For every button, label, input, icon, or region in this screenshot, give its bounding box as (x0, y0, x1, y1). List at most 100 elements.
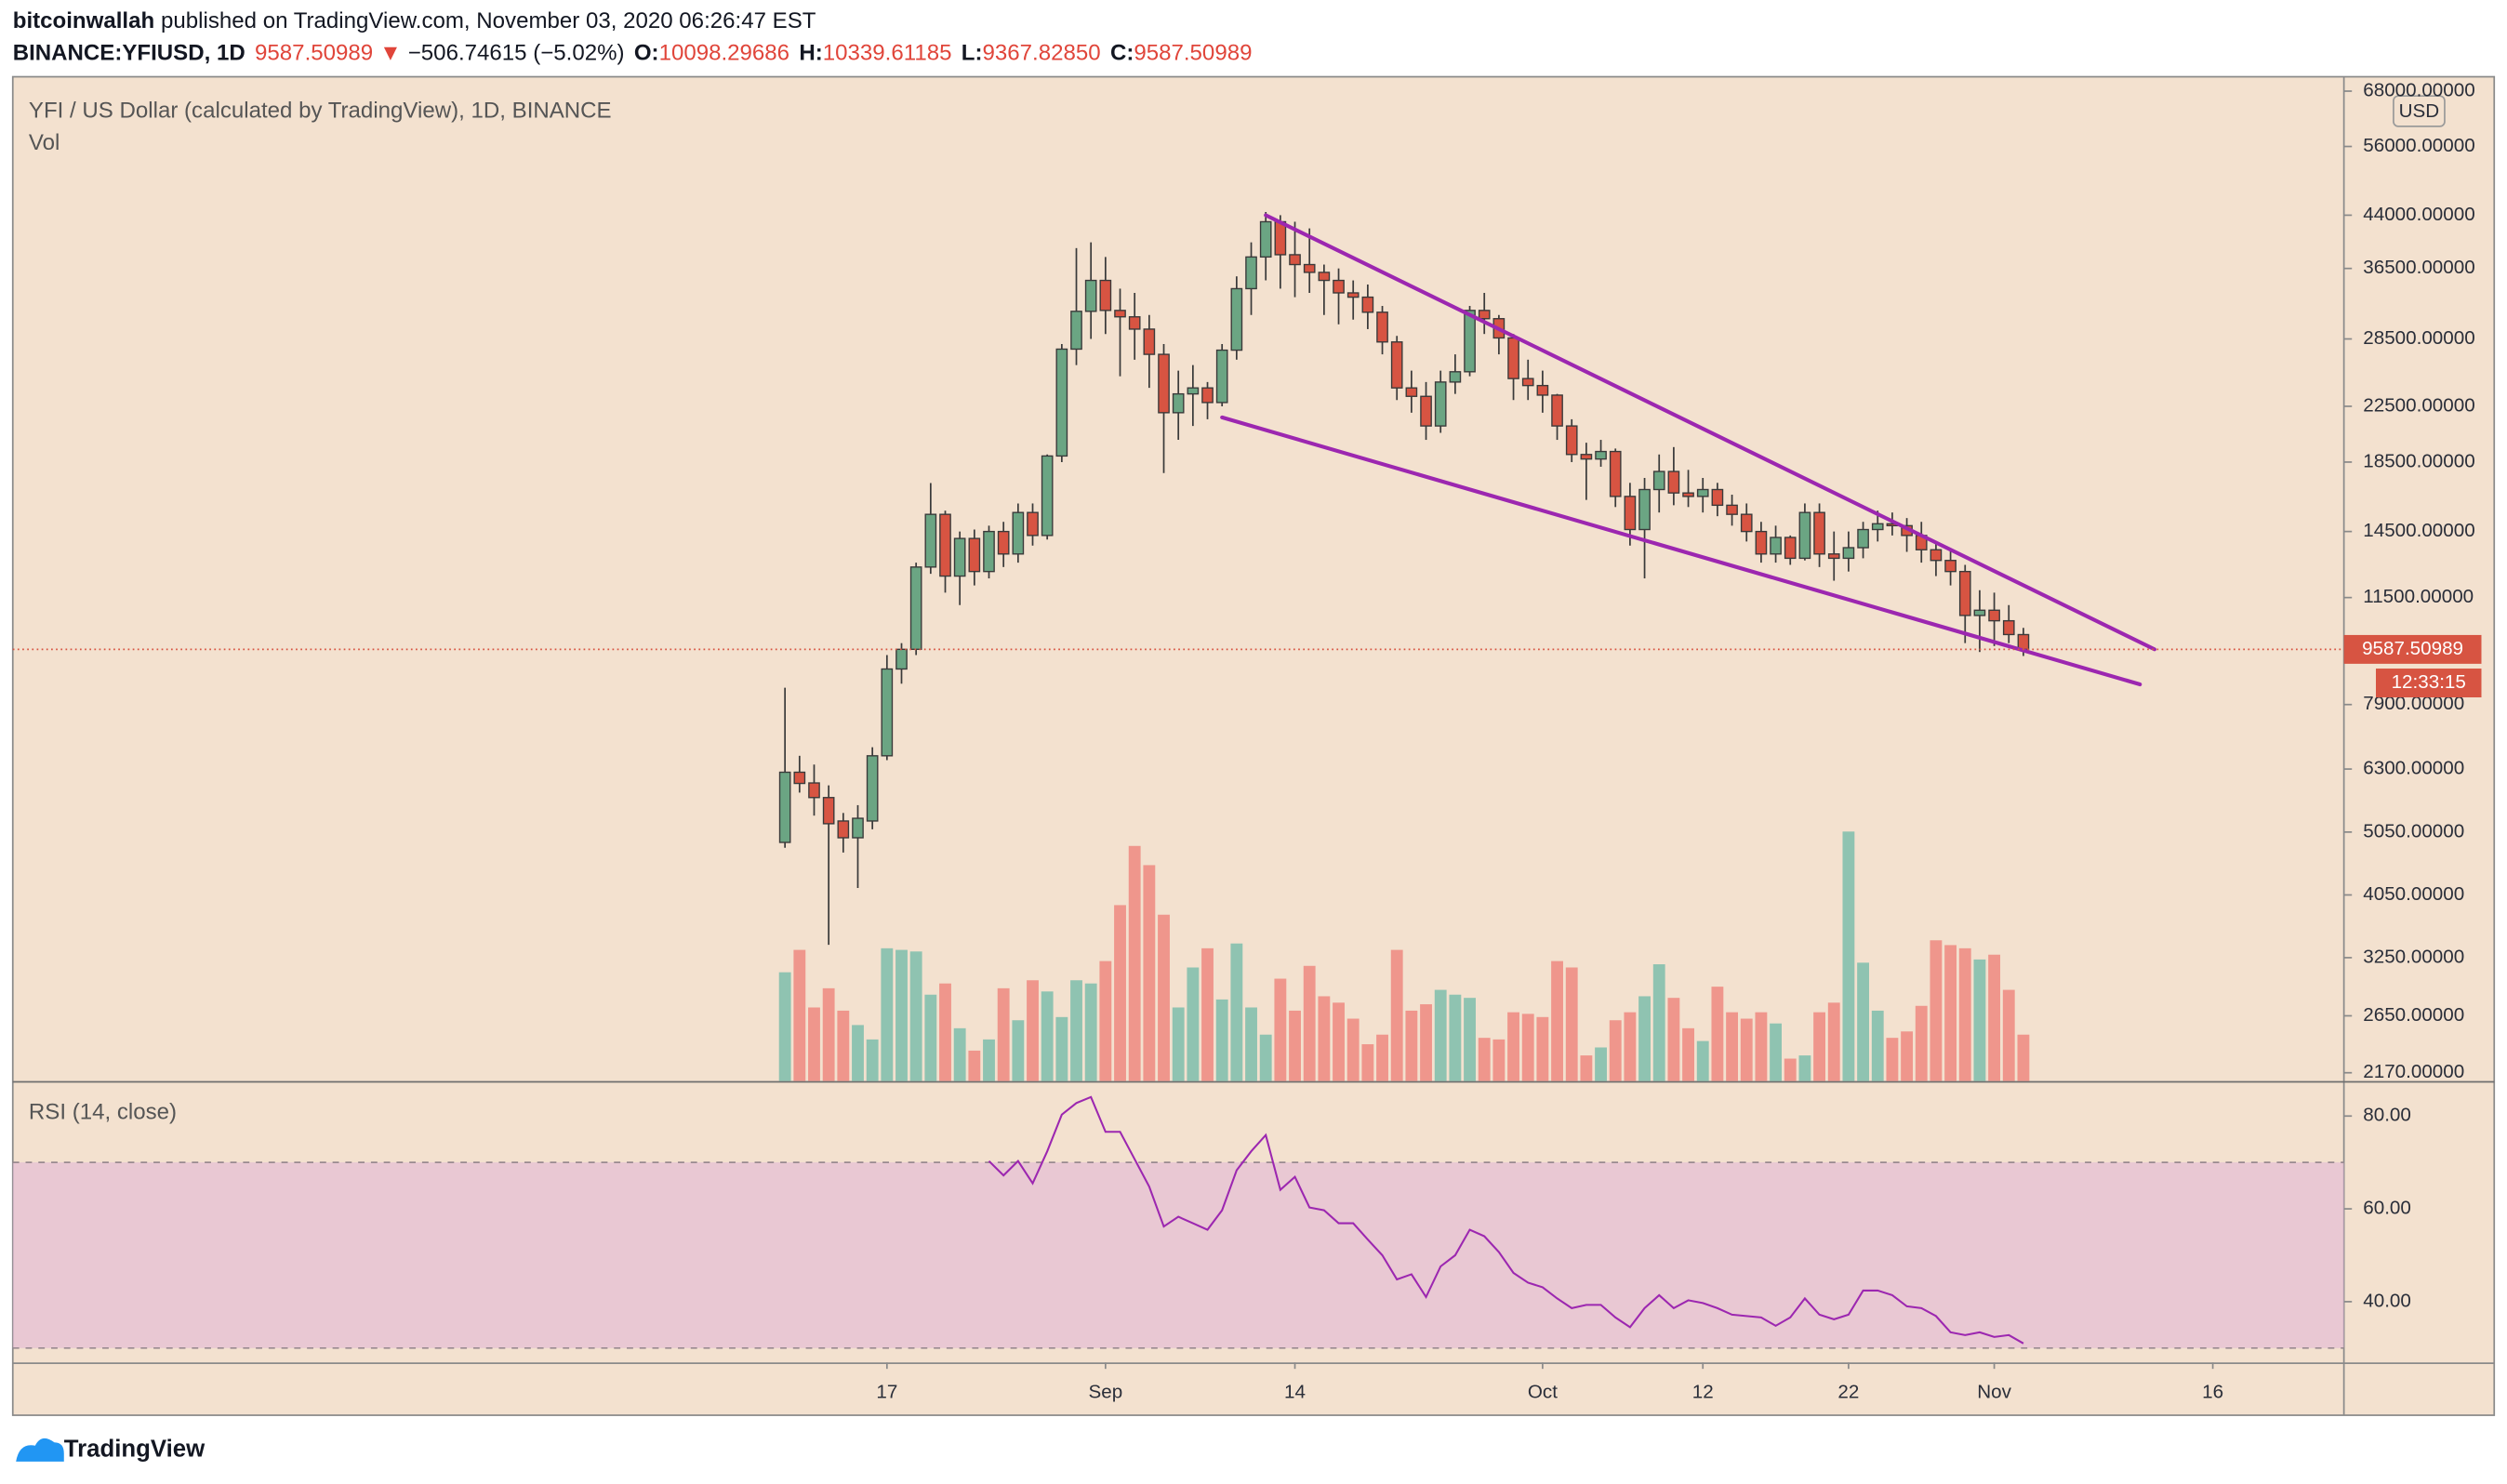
candle-body (1289, 254, 1301, 266)
volume-bar (1813, 1012, 1826, 1081)
volume-bar (1376, 1034, 1388, 1081)
volume-bar (1055, 1016, 1068, 1081)
volume-bar (1464, 998, 1476, 1081)
quote-line: BINANCE:YFIUSD, 1D 9587.50989 ▼ −506.74615 … (13, 41, 1253, 66)
candle-body (1595, 450, 1607, 460)
currency-box (2393, 95, 2446, 127)
high: 10339.61185 (823, 41, 952, 66)
volume-bar (1682, 1027, 1694, 1081)
y-tick-label: 6300.00000 (2363, 758, 2464, 779)
volume-bar (1886, 1038, 1899, 1081)
volume-bar (1842, 831, 1855, 1081)
rsi-tick-label: 40.00 (2363, 1290, 2411, 1311)
candle-body (1521, 378, 1534, 387)
volume-bar (1289, 1010, 1301, 1081)
publish-line: bitcoinwallah published on TradingView.co… (13, 8, 816, 33)
volume-bar (1740, 1018, 1753, 1081)
x-tick-label: 16 (2202, 1381, 2223, 1402)
volume-bar (1711, 987, 1724, 1081)
candle-body (939, 513, 951, 577)
published: published on TradingView.com, November 0… (161, 8, 816, 33)
y-tick-label: 3250.00000 (2363, 946, 2464, 967)
candle-body (1434, 381, 1447, 427)
last-price-box (2343, 634, 2482, 664)
countdown-box (2376, 669, 2482, 697)
volume-bar (1652, 964, 1665, 1081)
volume-bar (1318, 996, 1331, 1081)
candle-body (1333, 279, 1345, 294)
volume-bar (1303, 965, 1316, 1081)
candle-body (1376, 311, 1388, 343)
candle-body (1027, 511, 1039, 537)
volume-bar (2017, 1034, 2030, 1081)
volume-bar (1521, 1014, 1534, 1081)
volume-bar (1871, 1010, 1884, 1081)
volume-bar (1027, 980, 1039, 1081)
currency: USD (2399, 100, 2440, 122)
x-tick-label: Nov (1977, 1381, 2011, 1402)
candle-body (909, 566, 922, 651)
volume-bar (1274, 978, 1287, 1081)
volume-bar (1478, 1038, 1491, 1081)
volume-bar (1784, 1058, 1797, 1081)
y-tick-label: 22500.00000 (2363, 394, 2474, 416)
volume-bar (1099, 961, 1112, 1081)
logo: TradingView (16, 1437, 206, 1463)
x-tick-label: 14 (1284, 1381, 1306, 1402)
y-tick-label: 56000.00000 (2363, 135, 2474, 156)
volume-bar (983, 1039, 995, 1081)
candle-body (1318, 272, 1331, 282)
close-label: C: (1110, 41, 1134, 66)
candle-body (1158, 353, 1170, 414)
candle-body (1798, 511, 1811, 560)
rsi-tick-label: 80.00 (2363, 1105, 2411, 1126)
candle-body (1084, 279, 1097, 312)
volume-bar (1901, 1031, 1914, 1081)
candle-body (1390, 341, 1403, 389)
candle-body (1114, 310, 1126, 318)
candle-body (1755, 530, 1768, 555)
candle-body (1361, 296, 1374, 313)
open: 10098.29686 (659, 41, 789, 66)
candle-body (1055, 348, 1068, 457)
candle-body (1172, 392, 1185, 414)
low-label: L: (962, 41, 983, 66)
volume-bar (1143, 865, 1156, 1081)
arrow: ▼ (379, 41, 402, 66)
y-tick-label: 2170.00000 (2363, 1061, 2464, 1082)
volume-bar (1798, 1055, 1811, 1081)
volume-bar (1434, 989, 1447, 1081)
volume-bar (1609, 1020, 1622, 1081)
candle-body (2002, 619, 2015, 636)
volume-bar (808, 1007, 820, 1081)
volume-bar (1551, 961, 1563, 1081)
volume-bar (1201, 947, 1214, 1081)
y-tick-label: 36500.00000 (2363, 257, 2474, 278)
candle-body (1230, 287, 1243, 351)
volume-title: Vol (29, 130, 60, 155)
candle-body (1070, 311, 1082, 351)
candle-body (1215, 349, 1228, 404)
x-tick-label: 12 (1692, 1381, 1714, 1402)
volume-bar (1565, 967, 1578, 1081)
candle-body (1507, 337, 1519, 379)
last-price-label: 9587.50989 (2362, 638, 2463, 659)
candle-body (1667, 470, 1680, 494)
volume-bar (1492, 1039, 1506, 1081)
volume-bar (895, 949, 908, 1081)
x-tick-label: Oct (1528, 1381, 1558, 1402)
x-tick-label: Sep (1089, 1381, 1123, 1402)
volume-bar (1857, 962, 1870, 1081)
y-tick-label: 18500.00000 (2363, 450, 2474, 471)
candle-body (1245, 256, 1257, 290)
volume-bar (1128, 845, 1141, 1081)
candle-body (1536, 384, 1549, 396)
candle-body (1652, 470, 1665, 491)
candle-body (1682, 492, 1694, 497)
volume-bar (822, 987, 835, 1081)
volume-bar (778, 972, 791, 1081)
volume-bar (1930, 940, 1943, 1081)
volume-bar (1114, 905, 1126, 1081)
